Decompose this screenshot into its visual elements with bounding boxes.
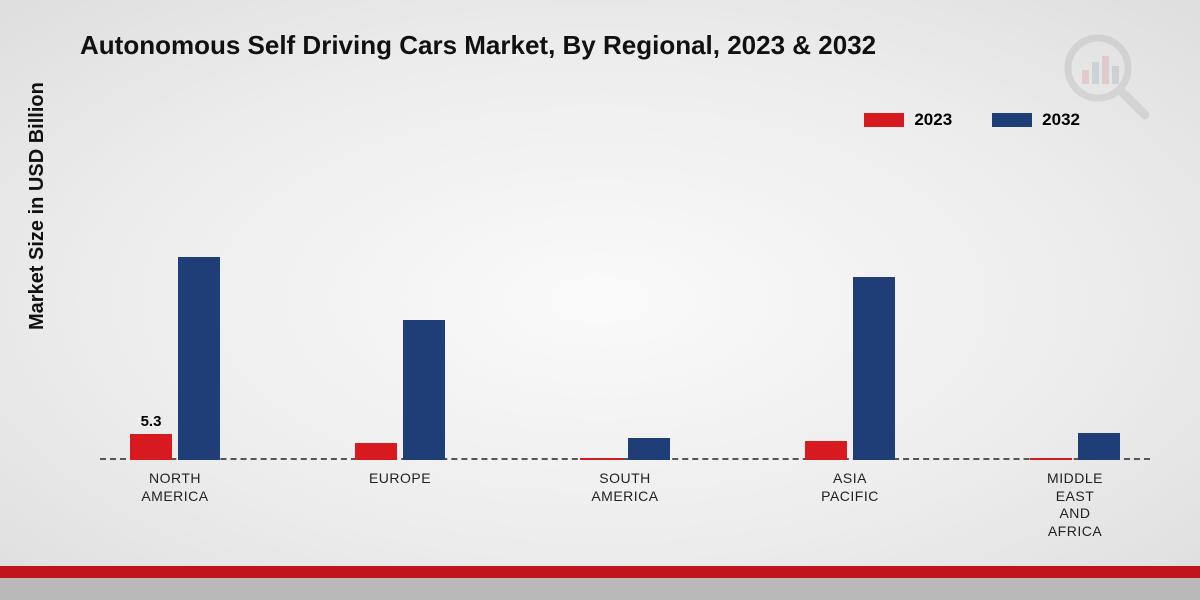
baseline xyxy=(100,458,1150,460)
footer-red-bar xyxy=(0,566,1200,578)
chart-title: Autonomous Self Driving Cars Market, By … xyxy=(80,30,876,61)
legend-item: 2032 xyxy=(992,110,1080,130)
plot-area: 5.3 xyxy=(100,180,1150,460)
legend-swatch xyxy=(992,113,1032,127)
x-tick-label: NORTHAMERICA xyxy=(105,470,245,505)
x-tick-label: MIDDLEEASTANDAFRICA xyxy=(1005,470,1145,540)
legend-label: 2023 xyxy=(914,110,952,130)
footer-bars xyxy=(0,566,1200,600)
bar xyxy=(853,277,895,460)
bar xyxy=(403,320,445,460)
bar xyxy=(355,443,397,460)
bar xyxy=(805,441,847,460)
bar xyxy=(1078,433,1120,460)
bar xyxy=(1030,458,1072,460)
bar xyxy=(178,257,220,460)
bar xyxy=(130,434,172,460)
bar xyxy=(580,458,622,460)
x-tick-label: ASIAPACIFIC xyxy=(780,470,920,505)
legend-label: 2032 xyxy=(1042,110,1080,130)
footer-grey-bar xyxy=(0,578,1200,600)
bar-value-label: 5.3 xyxy=(126,413,176,430)
legend-swatch xyxy=(864,113,904,127)
bar xyxy=(628,438,670,460)
y-axis-label: Market Size in USD Billion xyxy=(26,82,49,330)
chart-container: Autonomous Self Driving Cars Market, By … xyxy=(0,0,1200,600)
legend-item: 2023 xyxy=(864,110,952,130)
x-tick-label: EUROPE xyxy=(330,470,470,488)
x-tick-label: SOUTHAMERICA xyxy=(555,470,695,505)
legend: 2023 2032 xyxy=(864,110,1080,130)
